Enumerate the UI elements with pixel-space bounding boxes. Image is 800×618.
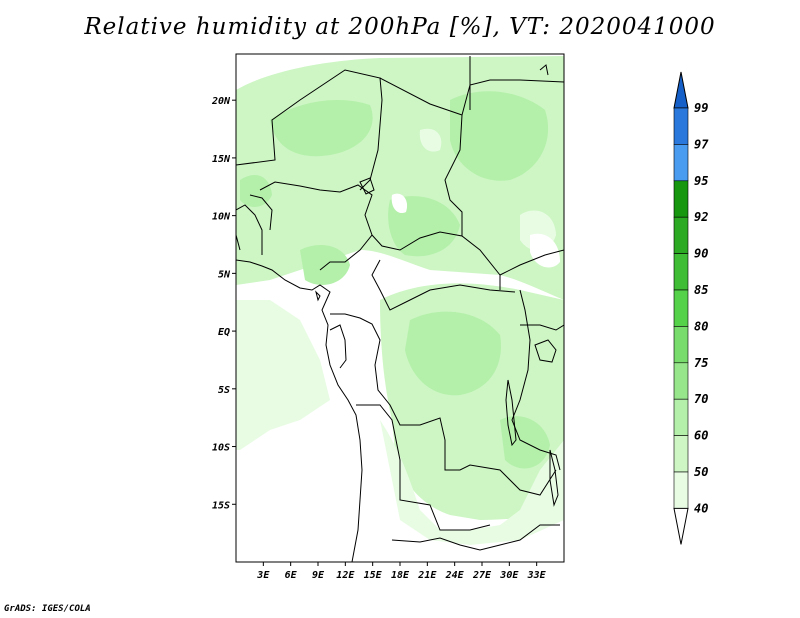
lat-tick-label: 15S bbox=[212, 500, 230, 511]
lat-tick-label: 5S bbox=[218, 385, 230, 396]
colorbar-label: 70 bbox=[694, 392, 708, 406]
colorbar-label: 90 bbox=[694, 247, 708, 261]
longitude-axis: 3E 6E 9E 12E 15E 18E 21E 24E 27E 30E 33E bbox=[256, 562, 547, 581]
moist-patch-5 bbox=[300, 245, 350, 285]
lon-tick-label: 3E bbox=[256, 570, 270, 581]
colorbar-swatch bbox=[673, 144, 689, 182]
border-car-south bbox=[371, 259, 516, 311]
border-congo bbox=[330, 313, 557, 496]
colorbar-arrow-top bbox=[673, 71, 689, 109]
lon-tick-label: 15E bbox=[364, 570, 383, 581]
colorbar-label: 99 bbox=[694, 101, 708, 115]
lon-tick-label: 6E bbox=[285, 570, 298, 581]
lake-tanganyika bbox=[505, 379, 517, 447]
colorbar-label: 85 bbox=[694, 283, 708, 297]
moist-patch-2 bbox=[450, 91, 549, 181]
grads-credit: GrADS: IGES/COLA bbox=[4, 604, 91, 614]
colorbar-swatch bbox=[673, 471, 689, 509]
white-gap-2 bbox=[530, 233, 560, 268]
humidity-field bbox=[236, 54, 564, 562]
colorbar-swatch bbox=[673, 362, 689, 400]
latitude-axis: 20N 15N 10N 5N EQ 5S 10S 15S bbox=[211, 96, 236, 511]
lon-tick-label: 30E bbox=[499, 570, 519, 581]
moist-patch-7 bbox=[240, 175, 272, 207]
country-boundaries bbox=[236, 56, 564, 562]
lat-tick-label: 10S bbox=[212, 443, 230, 454]
lon-tick-label: 12E bbox=[336, 570, 355, 581]
lat-tick-label: 15N bbox=[212, 154, 231, 165]
map-title: Relative humidity at 200hPa [%], VT: 202… bbox=[84, 14, 716, 40]
colorbar-label: 40 bbox=[694, 501, 708, 515]
colorbar-swatch bbox=[673, 180, 689, 218]
white-gap-1 bbox=[391, 193, 408, 214]
lon-tick-label: 33E bbox=[527, 570, 547, 581]
colorbar-swatch bbox=[673, 289, 689, 327]
border-nigeria bbox=[259, 181, 373, 271]
colorbar-label: 50 bbox=[694, 465, 708, 479]
colorbar-swatch bbox=[673, 216, 689, 254]
lon-tick-label: 21E bbox=[417, 570, 437, 581]
lon-tick-label: 24E bbox=[445, 570, 465, 581]
colorbar-swatch bbox=[673, 435, 689, 473]
colorbar-label: 97 bbox=[694, 137, 709, 151]
lat-tick-label: 5N bbox=[218, 269, 231, 280]
colorbar-label: 80 bbox=[694, 319, 708, 333]
lat-tick-label: EQ bbox=[218, 327, 230, 338]
lon-tick-label: 9E bbox=[312, 570, 325, 581]
border-south bbox=[391, 524, 560, 551]
humidity-region-west bbox=[236, 300, 330, 450]
colorbar: 99 97 95 92 90 85 80 75 70 60 50 40 bbox=[673, 71, 709, 545]
colorbar-label: 60 bbox=[694, 429, 708, 443]
colorbar-swatch bbox=[673, 326, 689, 364]
border-ethiopia bbox=[461, 79, 564, 116]
bioko-island bbox=[315, 290, 321, 302]
colorbar-label: 92 bbox=[694, 210, 708, 224]
border-sahel bbox=[236, 69, 383, 191]
border-west-coast-states bbox=[236, 194, 273, 255]
colorbar-swatch bbox=[673, 253, 689, 291]
border-cameroon-car bbox=[371, 231, 501, 290]
red-sea-coast bbox=[469, 56, 549, 110]
lake-victoria bbox=[534, 339, 557, 363]
lake-chad bbox=[359, 177, 375, 195]
lat-tick-label: 10N bbox=[212, 212, 231, 223]
white-gap-southwest bbox=[236, 460, 390, 562]
border-east-uganda bbox=[520, 324, 564, 331]
lake-malawi bbox=[549, 449, 559, 507]
colorbar-arrow-bottom bbox=[673, 507, 689, 545]
moist-patch-4 bbox=[405, 311, 501, 396]
humidity-region-south bbox=[380, 420, 564, 545]
lon-tick-label: 18E bbox=[391, 570, 410, 581]
border-chad-sudan bbox=[379, 77, 463, 236]
coastline-west-africa bbox=[236, 259, 363, 562]
dry-patch-1 bbox=[419, 128, 442, 152]
colorbar-label: 75 bbox=[694, 356, 708, 370]
border-south-sudan bbox=[499, 249, 564, 276]
lat-tick-label: 20N bbox=[211, 96, 231, 107]
colorbar-swatch bbox=[673, 107, 689, 145]
lon-tick-label: 27E bbox=[472, 570, 492, 581]
border-gabon bbox=[329, 324, 347, 369]
colorbar-label: 95 bbox=[694, 174, 708, 188]
colorbar-swatch bbox=[673, 398, 689, 436]
moist-patch-1 bbox=[270, 100, 373, 157]
border-angola bbox=[356, 404, 491, 531]
